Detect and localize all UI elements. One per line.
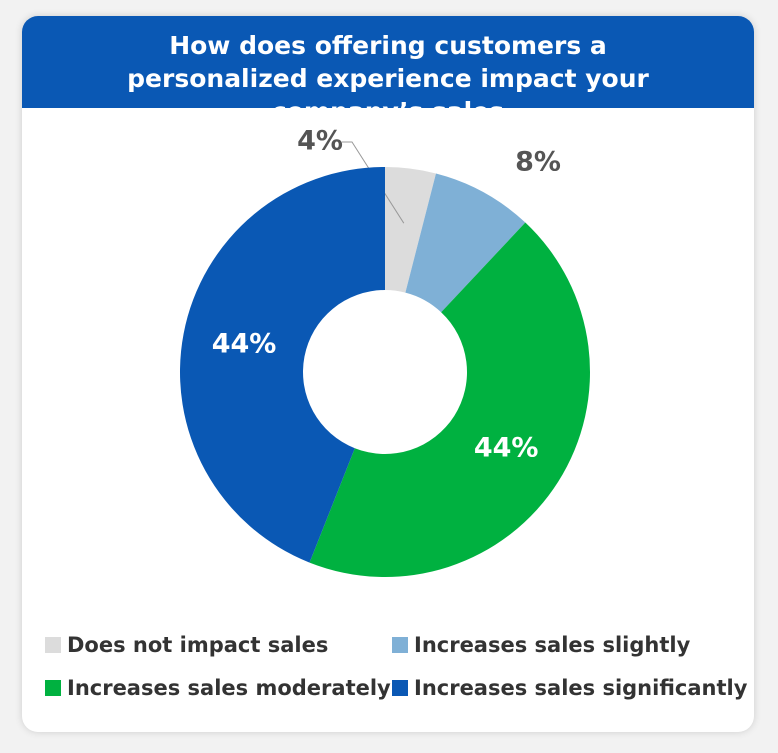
donut-slice: [179, 167, 385, 563]
data-label: 44%: [474, 432, 539, 463]
donut-slice: [405, 173, 526, 313]
donut-slice: [309, 222, 591, 578]
card: How does offering customers a personaliz…: [22, 16, 754, 732]
legend-swatch: [392, 637, 408, 653]
legend-swatch: [392, 680, 408, 696]
legend-label: Increases sales slightly: [414, 633, 691, 657]
chart-title: How does offering customers a personaliz…: [22, 16, 754, 126]
legend-label: Increases sales significantly: [414, 676, 748, 700]
leader-line: [342, 141, 405, 224]
legend-label: Increases sales moderately: [67, 676, 391, 700]
data-label: 4%: [297, 126, 343, 157]
legend-swatch: [45, 680, 61, 696]
data-label: 8%: [515, 147, 561, 178]
donut-slice: [385, 167, 436, 293]
legend-label: Does not impact sales: [67, 633, 328, 657]
data-label: 44%: [212, 329, 277, 360]
legend-swatch: [45, 637, 61, 653]
